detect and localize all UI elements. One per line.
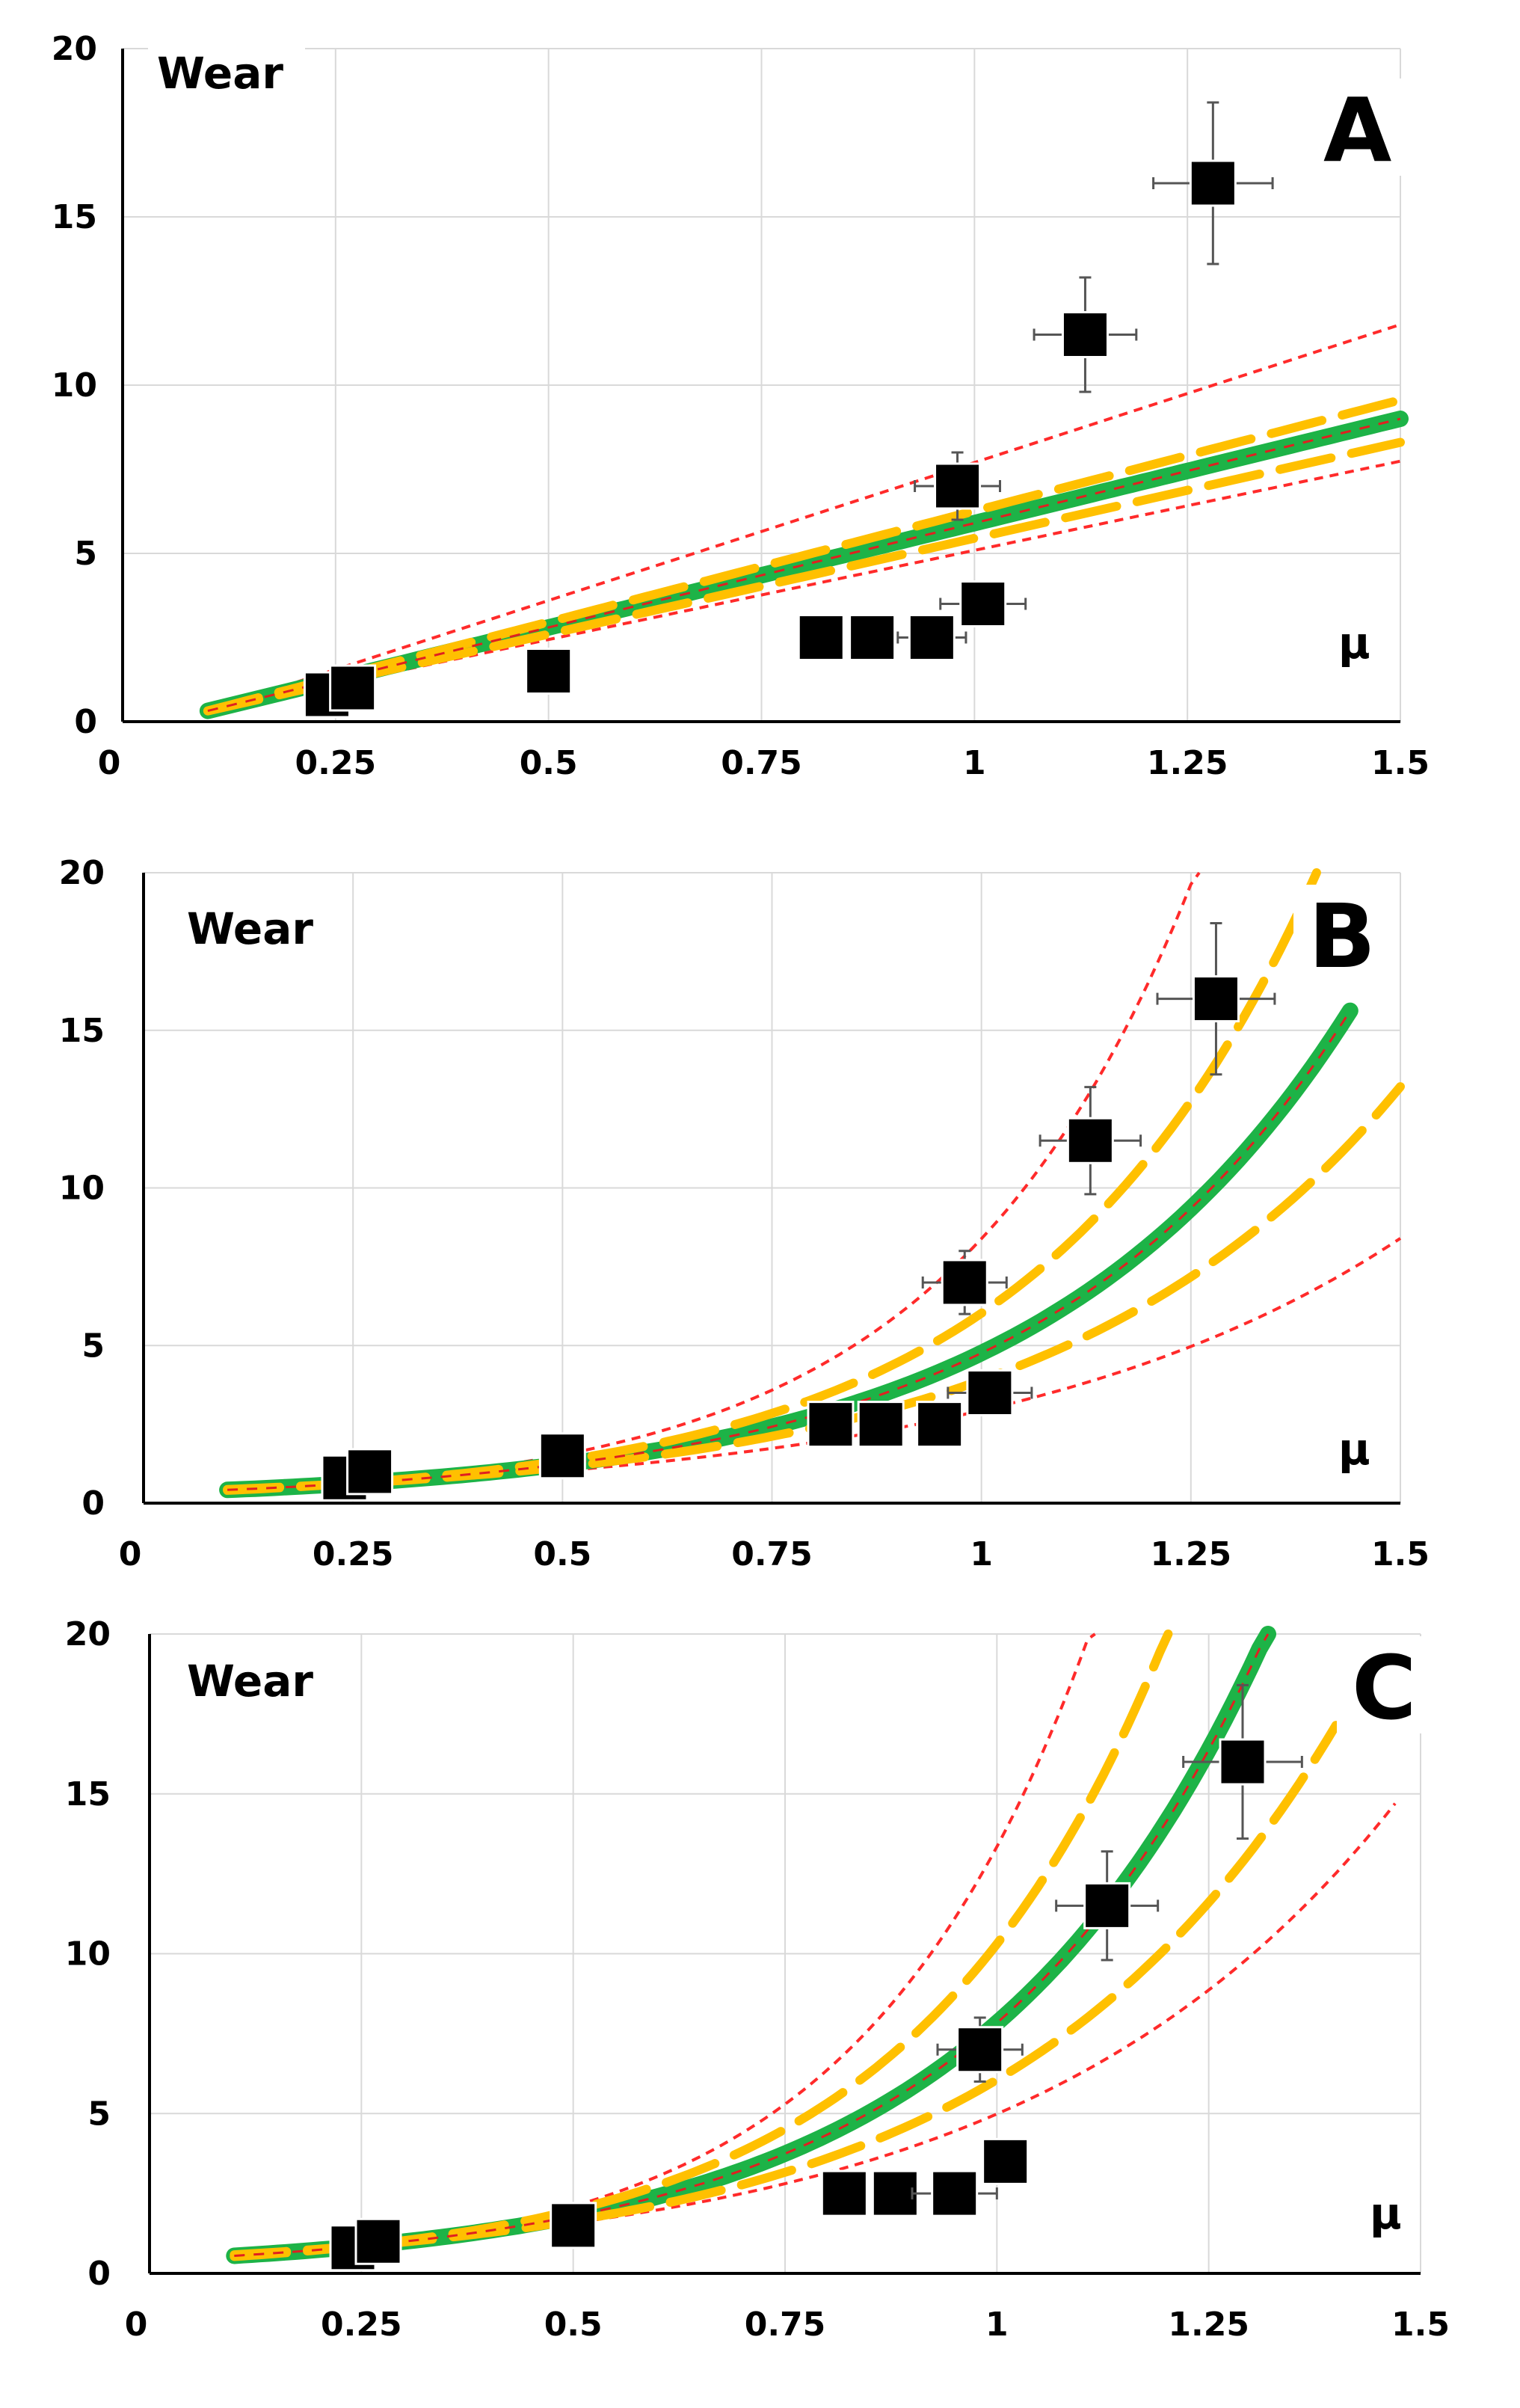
data-point: [941, 1259, 988, 1306]
panel-letter-background: [1337, 1636, 1434, 1733]
panel-letter: C: [1352, 1636, 1417, 1739]
data-point: [959, 580, 1007, 627]
chart-panel-a: 0 0.25 0.5 0.75 1 1.25 1.5 0 5 10 15 20 Wear Aμ: [52, 30, 1430, 782]
band-outer-upper-line: [234, 1633, 1096, 2260]
y-tick-label: 10: [65, 1935, 111, 1974]
x-tick-label: 0: [98, 744, 121, 782]
fit-center-line: [207, 417, 1401, 713]
x-tick-label: 0.25: [321, 2306, 402, 2344]
x-tick-label: 0.5: [533, 1535, 591, 1573]
data-point: [807, 1401, 855, 1449]
band-inner-lower-line: [203, 437, 1405, 716]
y-tick-label: 10: [52, 366, 97, 405]
y-axis-label: Wear: [187, 903, 313, 954]
y-tick-label: 5: [87, 2095, 111, 2133]
x-tick-label: 0: [119, 1535, 142, 1573]
data-point: [1061, 311, 1109, 358]
y-axis-label: Wear: [187, 1656, 313, 1707]
x-tick-label: 0.25: [313, 1535, 394, 1573]
x-axis-label: μ: [1338, 618, 1370, 669]
data-point: [1066, 1117, 1114, 1164]
data-point: [1083, 1882, 1131, 1929]
y-tick-label: 15: [59, 1012, 105, 1050]
x-tick-label: 0: [125, 2306, 148, 2344]
data-point: [797, 614, 845, 661]
x-tick-label: 0.5: [520, 744, 578, 782]
band-outer-lower-line: [234, 1802, 1397, 2255]
y-tick-label: 15: [52, 198, 97, 236]
x-tick-label: 1: [963, 744, 986, 782]
data-point: [1189, 159, 1237, 207]
fit-curve: [226, 1626, 1276, 2264]
x-tick-label: 0.75: [745, 2306, 826, 2344]
band-outer-lower-line: [227, 1237, 1402, 1491]
x-tick-label: 0.25: [295, 744, 377, 782]
x-axis-label: μ: [1338, 1424, 1370, 1475]
data-point: [931, 2169, 979, 2217]
x-tick-label: 1.5: [1391, 2306, 1450, 2344]
data-point: [820, 2169, 868, 2217]
fit-center-line: [227, 1010, 1352, 1491]
y-label-background: [178, 1653, 335, 1710]
x-tick-label: 1.25: [1151, 1535, 1232, 1573]
x-tick-label: 1.5: [1371, 744, 1430, 782]
y-tick-label: 15: [65, 1775, 111, 1813]
x-tick-label: 0.75: [721, 744, 802, 782]
y-tick-label: 5: [81, 1327, 105, 1365]
y-axis-label: Wear: [157, 48, 283, 99]
data-point: [966, 1369, 1014, 1416]
data-point: [538, 1432, 586, 1480]
y-tick-label: 20: [59, 854, 105, 892]
y-tick-label: 10: [59, 1170, 105, 1208]
chart-panel-c: 0 0.25 0.5 0.75 1 1.25 1.5 0 5 10 15 20 Wear Cμ: [65, 1615, 1450, 2344]
y-tick-label: 0: [87, 2255, 111, 2293]
x-label-background: [1328, 616, 1388, 673]
data-point: [908, 614, 956, 661]
panel-letter-background: [1293, 885, 1391, 982]
x-label-background: [1359, 2187, 1419, 2243]
fit-curve: [219, 1002, 1359, 1499]
y-tick-label: 0: [81, 1484, 105, 1523]
data-point: [916, 1401, 964, 1449]
band-inner-upper-line: [203, 395, 1405, 716]
x-tick-label: 1: [970, 1535, 993, 1573]
x-tick-label: 0.5: [544, 2306, 603, 2344]
data-point: [849, 614, 896, 661]
band-outer-upper-line: [207, 323, 1401, 713]
y-tick-label: 20: [52, 30, 97, 68]
y-label-background: [178, 900, 335, 957]
data-point: [857, 1401, 905, 1449]
panel-letter: B: [1308, 885, 1376, 988]
y-tick-label: 0: [74, 703, 97, 741]
y-label-background: [148, 45, 305, 102]
x-tick-label: 1.5: [1371, 1535, 1430, 1573]
data-point: [934, 462, 982, 510]
data-point: [956, 2026, 1004, 2074]
y-tick-label: 20: [65, 1615, 111, 1653]
x-tick-label: 1.25: [1147, 744, 1228, 782]
data-point: [982, 2137, 1030, 2185]
data-point: [346, 1448, 394, 1496]
data-point: [525, 648, 573, 695]
data-point: [354, 2217, 402, 2265]
x-tick-label: 1.25: [1168, 2306, 1249, 2344]
panel-letter: A: [1323, 79, 1391, 182]
panel-letter-background: [1308, 79, 1406, 176]
x-label-background: [1328, 1422, 1388, 1479]
band-outer-upper-line: [227, 871, 1201, 1493]
y-tick-label: 5: [74, 535, 97, 573]
data-point: [550, 2202, 597, 2249]
data-point: [1192, 975, 1240, 1023]
x-axis-label: μ: [1370, 2188, 1402, 2239]
data-point: [1219, 1738, 1267, 1786]
chart-panel-b: 0 0.25 0.5 0.75 1 1.25 1.5 0 5 10 15 20 Wear Bμ: [59, 854, 1430, 1573]
data-point: [329, 664, 377, 712]
x-tick-label: 1: [985, 2306, 1009, 2344]
x-tick-label: 0.75: [731, 1535, 813, 1573]
data-point: [871, 2169, 919, 2217]
